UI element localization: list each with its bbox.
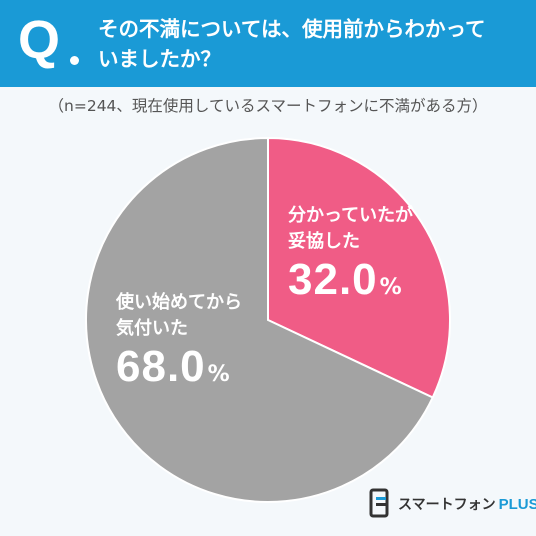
slice-value-noticed-number: 68.0 bbox=[116, 342, 206, 391]
brand-logo: スマートフォン PLUS bbox=[368, 488, 536, 518]
slice-value-aware-number: 32.0 bbox=[288, 255, 378, 304]
slice-label-aware-text: 分かっていたが 妥協した bbox=[288, 205, 414, 252]
pie-slice-noticed-after-use bbox=[85, 136, 435, 503]
slice-label-aware: 分かっていたが 妥協した 32.0% bbox=[288, 203, 413, 305]
logo-text: スマートフォン PLUS bbox=[398, 494, 536, 514]
q-dot bbox=[70, 56, 79, 65]
slice-label-noticed: 使い始めてから 気付いた 68.0% bbox=[116, 290, 242, 392]
question-text: その不満については、使用前からわかって いましたか？ bbox=[98, 17, 486, 71]
slice-value-noticed: 68.0% bbox=[116, 342, 242, 392]
slice-value-aware-unit: % bbox=[379, 275, 402, 300]
slice-value-aware: 32.0% bbox=[288, 255, 413, 305]
slice-value-noticed-unit: % bbox=[207, 362, 230, 387]
smartphone-plus-icon bbox=[369, 488, 389, 518]
sample-note: （n=244、現在使用しているスマートフォンに不満がある方） bbox=[48, 97, 488, 115]
pie-slice-aware-compromised bbox=[267, 136, 451, 399]
slice-label-noticed-text: 使い始めてから 気付いた bbox=[116, 292, 242, 339]
question-header: Q その不満については、使用前からわかって いましたか？ bbox=[0, 0, 536, 87]
logo-name: スマートフォン bbox=[398, 497, 496, 513]
logo-suffix: PLUS bbox=[498, 496, 536, 513]
q-mark: Q bbox=[18, 10, 61, 70]
